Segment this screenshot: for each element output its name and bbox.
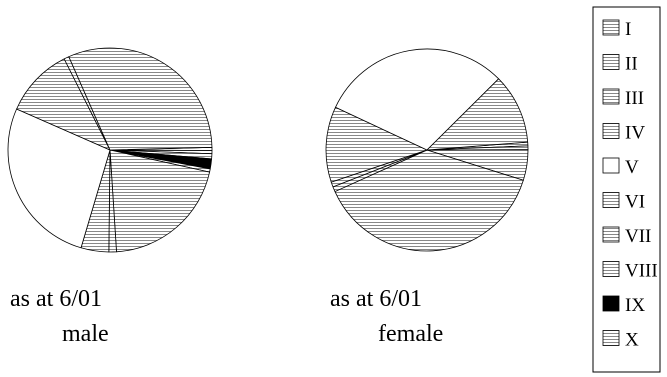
female-caption-line2: female	[378, 321, 443, 347]
legend-swatch-II	[602, 54, 620, 70]
legend-label-VIII: VIII	[625, 261, 658, 282]
pie-0-slice-11-II	[68, 47, 213, 151]
legend-swatch-IV	[602, 123, 620, 139]
pie-1-slice-3-IV	[334, 149, 524, 252]
male-caption-line2: male	[62, 321, 109, 347]
legend-swatch-X	[602, 330, 620, 346]
legend-swatch-VII	[602, 226, 620, 243]
legend-label-IV: IV	[625, 123, 645, 144]
pie-1-slice-6-VIII	[325, 106, 428, 183]
pie-1-slice-8-X	[426, 78, 529, 151]
legend-swatch-I	[602, 19, 620, 36]
legend-label-III: III	[625, 88, 644, 109]
legend-swatch-III	[602, 88, 620, 105]
legend-label-II: II	[625, 54, 638, 75]
legend-label-X: X	[625, 330, 639, 351]
legend-label-I: I	[625, 19, 631, 40]
legend-swatch-IX	[602, 295, 620, 312]
legend-label-V: V	[625, 157, 639, 178]
pie-1-slice-7-V	[335, 48, 500, 151]
legend-label-IX: IX	[625, 295, 645, 316]
male-caption-line1: as at 6/01	[10, 286, 102, 312]
female-caption-line1: as at 6/01	[330, 286, 422, 312]
male-pie	[7, 47, 213, 253]
legend-swatch-VIII	[602, 261, 620, 277]
legend-label-VII: VII	[625, 226, 651, 247]
legend-label-VI: VI	[625, 192, 645, 213]
legend-swatch-V	[602, 157, 620, 174]
pie-0-slice-8-V	[7, 108, 111, 249]
female-pie	[325, 48, 529, 252]
legend-swatch-VI	[602, 192, 620, 208]
pie-0-slice-9-IV	[16, 58, 111, 151]
pie-0-slice-5-VIII	[109, 149, 210, 253]
